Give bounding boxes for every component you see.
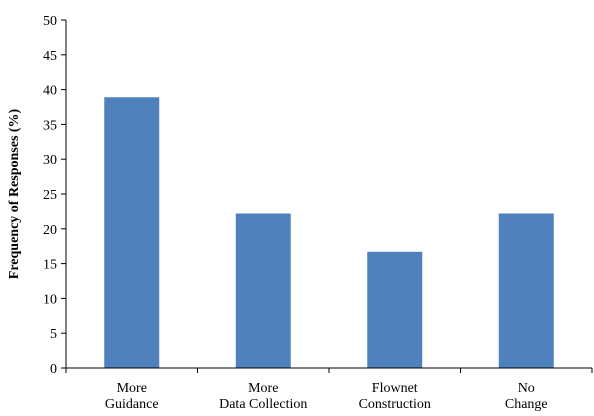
x-category-label: Flownet Construction (359, 381, 431, 412)
x-category-label-line: Flownet (372, 381, 418, 396)
y-tick-label: 45 (43, 49, 57, 64)
bar (367, 251, 423, 368)
y-tick-label: 40 (43, 84, 57, 99)
x-category-label: No Change (505, 381, 548, 412)
bar (235, 213, 291, 368)
x-category-label-line: Data Collection (219, 397, 307, 412)
x-category-label-line: More (248, 381, 278, 396)
y-tick-label: 0 (50, 362, 57, 377)
bar (104, 97, 160, 369)
bar (498, 213, 554, 368)
y-tick-label: 5 (50, 327, 57, 342)
y-tick-label: 15 (43, 258, 57, 273)
y-tick-label: 20 (43, 223, 57, 238)
x-category-label: More Guidance (105, 381, 159, 412)
y-axis-label: Frequency of Responses (%) (7, 108, 22, 279)
y-tick-label: 30 (43, 153, 57, 168)
x-category-label-line: Guidance (105, 397, 159, 412)
x-category-label: More Data Collection (219, 381, 307, 412)
y-tick-label: 10 (43, 292, 57, 307)
x-category-label-line: More (117, 381, 147, 396)
y-tick-label: 50 (43, 14, 57, 29)
bars-group (104, 97, 554, 369)
y-tick-label: 35 (43, 118, 57, 133)
y-tick-label: 25 (43, 188, 57, 203)
x-category-label-line: Change (505, 397, 548, 412)
x-category-label-line: No (518, 381, 535, 396)
x-category-label-line: Construction (359, 397, 431, 412)
y-axis: 0 5 10 15 20 25 30 35 40 45 50 (43, 14, 67, 377)
